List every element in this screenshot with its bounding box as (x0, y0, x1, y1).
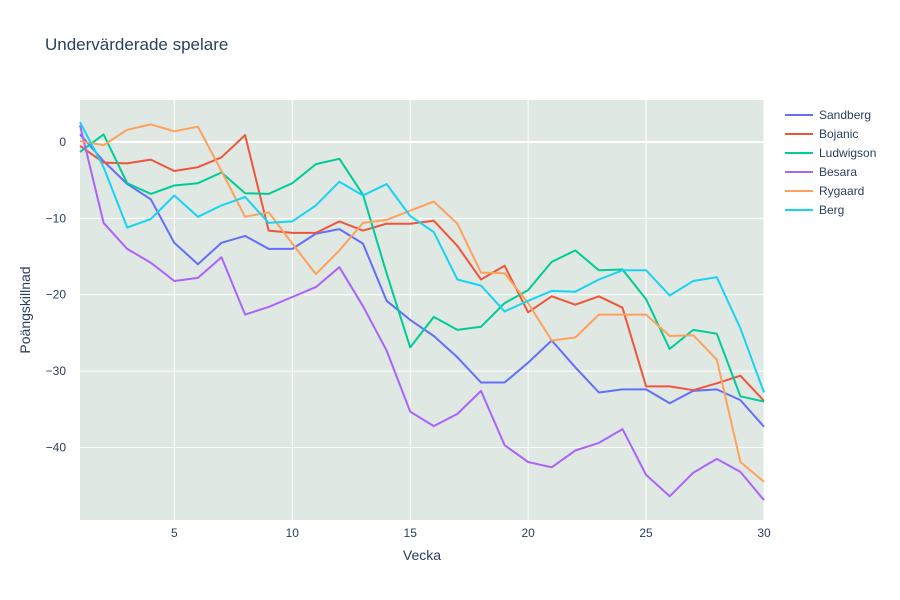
plot-area (80, 100, 764, 520)
legend-label-sandberg: Sandberg (819, 108, 871, 122)
x-tick-label: 5 (171, 526, 178, 540)
y-axis-label: Poängskillnad (17, 266, 33, 353)
x-tick-label: 30 (757, 526, 771, 540)
y-tick-label: −10 (46, 211, 67, 225)
series-lines (79, 121, 765, 501)
series-line-ludwigson (79, 133, 765, 403)
chart-title: Undervärderade spelare (45, 35, 228, 54)
x-tick-label: 20 (521, 526, 535, 540)
y-axis-ticks: 0 −10 −20 −30 −40 (46, 135, 67, 454)
legend-label-bojanic: Bojanic (819, 127, 858, 141)
y-tick-label: 0 (59, 135, 66, 149)
series-line-sandberg (79, 133, 765, 428)
legend-label-rygaard: Rygaard (819, 184, 864, 198)
y-tick-label: −20 (46, 288, 67, 302)
gridlines (80, 100, 765, 520)
series-line-bojanic (79, 134, 765, 402)
series-line-rygaard (79, 123, 765, 483)
series-line-besara (79, 124, 765, 501)
x-tick-label: 10 (286, 526, 300, 540)
y-tick-label: −30 (46, 364, 67, 378)
legend-label-ludwigson: Ludwigson (819, 146, 876, 160)
series-line-berg (79, 121, 765, 393)
legend-label-berg: Berg (819, 203, 844, 217)
legend: Sandberg Bojanic Ludwigson Besara Rygaard Ber… (785, 108, 876, 217)
x-axis-label: Vecka (403, 547, 441, 563)
y-tick-label: −40 (46, 440, 67, 454)
legend-label-besara: Besara (819, 165, 857, 179)
x-tick-label: 25 (639, 526, 653, 540)
x-tick-label: 15 (404, 526, 418, 540)
x-axis-ticks: 5 10 15 20 25 30 (171, 526, 771, 540)
